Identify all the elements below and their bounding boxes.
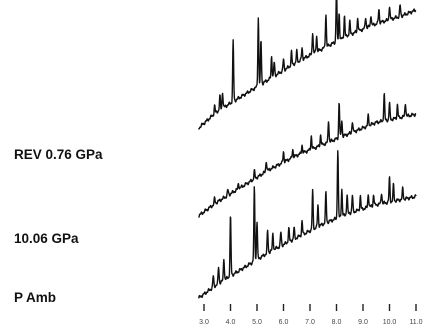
x-tick-label: 8.0 bbox=[332, 319, 342, 326]
trace-10gpa bbox=[198, 92, 417, 218]
x-axis: 3.0 4.0 5.0 6.0 7.0 8.0 9.0 10.0 11.0 bbox=[199, 304, 423, 326]
x-tick-label: 7.0 bbox=[305, 319, 315, 326]
x-tick-label: 10.0 bbox=[383, 319, 397, 326]
series-label-rev: REV 0.76 GPa bbox=[14, 147, 103, 162]
x-tick-label: 5.0 bbox=[252, 319, 262, 326]
trace-rev bbox=[198, 0, 417, 130]
x-tick-label: 6.0 bbox=[279, 319, 289, 326]
x-tick-label: 11.0 bbox=[409, 319, 422, 326]
trace-pamb bbox=[198, 150, 417, 299]
x-tick-label: 9.0 bbox=[358, 319, 368, 326]
trace-group bbox=[198, 0, 417, 299]
series-label-pamb: P Amb bbox=[14, 290, 57, 305]
x-tick-label: 3.0 bbox=[199, 319, 209, 326]
series-label-10gpa: 10.06 GPa bbox=[14, 231, 79, 246]
x-tick-label: 4.0 bbox=[226, 319, 236, 326]
